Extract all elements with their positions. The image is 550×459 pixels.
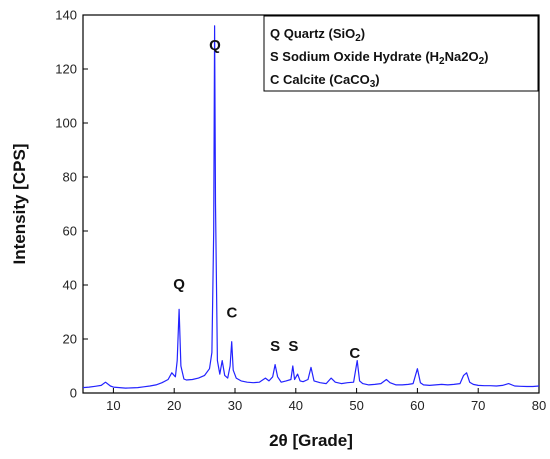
legend: Q Quartz (SiO2) S Sodium Oxide Hydrate (… bbox=[263, 15, 539, 92]
peak-label-c: C bbox=[349, 345, 360, 362]
x-axis-title: 2θ [Grade] bbox=[269, 431, 353, 450]
y-tick-label: 140 bbox=[55, 8, 77, 23]
x-axis-ticks: 10 20 30 40 50 60 70 80 bbox=[106, 388, 546, 413]
y-tick-label: 100 bbox=[55, 116, 77, 131]
legend-calcite-sub: 3 bbox=[370, 79, 376, 90]
x-tick-label: 50 bbox=[349, 398, 363, 413]
x-tick-label: 30 bbox=[228, 398, 242, 413]
x-tick-label: 70 bbox=[471, 398, 485, 413]
legend-calcite-main: C Calcite (CaCO bbox=[270, 72, 370, 87]
x-tick-label: 60 bbox=[410, 398, 424, 413]
y-axis-title: Intensity [CPS] bbox=[10, 144, 29, 265]
y-tick-label: 60 bbox=[63, 224, 77, 239]
peak-label-s: S bbox=[288, 338, 298, 355]
x-tick-label: 20 bbox=[167, 398, 181, 413]
peak-label-q: Q bbox=[209, 37, 221, 54]
legend-quartz-close: ) bbox=[361, 26, 365, 41]
legend-entry-calcite: C Calcite (CaCO3) bbox=[270, 72, 380, 90]
legend-sodium-close: ) bbox=[484, 49, 488, 64]
legend-sodium-main: S Sodium Oxide Hydrate (H bbox=[270, 49, 439, 64]
legend-quartz-main: Q Quartz (SiO bbox=[270, 26, 355, 41]
peak-labels: Q Q C S S C bbox=[173, 37, 360, 362]
y-tick-label: 0 bbox=[70, 386, 77, 401]
legend-box bbox=[263, 15, 539, 92]
legend-sodium-sub2: 2 bbox=[479, 56, 485, 67]
y-axis-ticks: 0 20 40 60 80 100 120 140 bbox=[55, 8, 88, 401]
plot-frame bbox=[82, 14, 540, 394]
x-tick-label: 40 bbox=[289, 398, 303, 413]
x-tick-label: 80 bbox=[532, 398, 546, 413]
peak-label-c: C bbox=[227, 304, 238, 321]
legend-calcite-close: ) bbox=[375, 72, 379, 87]
y-tick-label: 80 bbox=[63, 170, 77, 185]
legend-quartz-sub: 2 bbox=[355, 33, 361, 44]
series-line-xrd-pattern bbox=[82, 25, 540, 389]
y-tick-label: 40 bbox=[63, 278, 77, 293]
peak-label-s: S bbox=[270, 338, 280, 355]
legend-entry-quartz: Q Quartz (SiO2) bbox=[270, 26, 365, 44]
legend-entry-sodium-oxide-hydrate: S Sodium Oxide Hydrate (H2Na2O2) bbox=[270, 49, 488, 67]
y-tick-label: 120 bbox=[55, 62, 77, 77]
y-tick-label: 20 bbox=[63, 332, 77, 347]
x-tick-label: 10 bbox=[106, 398, 120, 413]
peak-label-q: Q bbox=[173, 276, 185, 293]
legend-sodium-mid: Na2O bbox=[445, 49, 479, 64]
legend-sodium-sub1: 2 bbox=[439, 56, 445, 67]
